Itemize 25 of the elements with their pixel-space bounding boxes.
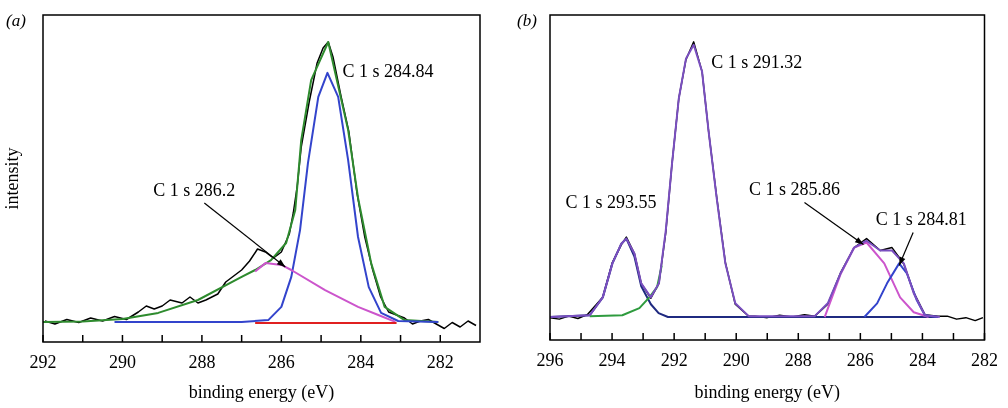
x-tick-label: 286 xyxy=(846,349,874,370)
x-axis-title: binding energy (eV) xyxy=(188,381,335,403)
x-axis-title: binding energy (eV) xyxy=(694,381,841,403)
x-tick-label: 284 xyxy=(908,349,936,370)
x-tick-label: 294 xyxy=(598,349,626,370)
x-tick-label: 282 xyxy=(426,351,454,372)
x-tick-label: 286 xyxy=(267,351,295,372)
annotation: C 1 s 284.81 xyxy=(875,209,967,230)
x-tick-label: 288 xyxy=(188,351,216,372)
x-tick-label: 288 xyxy=(784,349,812,370)
x-tick-label: 292 xyxy=(29,351,57,372)
annotation: C 1 s 284.84 xyxy=(342,60,434,81)
x-tick-label: 282 xyxy=(971,349,998,370)
y-axis-title: intensity xyxy=(1,147,22,210)
x-tick-label: 292 xyxy=(660,349,688,370)
chart-title: (b) xyxy=(517,11,538,31)
annotation: C 1 s 285.86 xyxy=(748,179,840,200)
annotation: C 1 s 291.32 xyxy=(711,51,803,72)
chart-title: (a) xyxy=(6,11,27,31)
annotation: C 1 s 293.55 xyxy=(565,192,657,213)
x-tick-label: 284 xyxy=(347,351,375,372)
annotation: C 1 s 286.2 xyxy=(153,179,236,200)
x-tick-label: 290 xyxy=(722,349,750,370)
x-tick-label: 296 xyxy=(536,349,564,370)
x-tick-label: 290 xyxy=(108,351,136,372)
